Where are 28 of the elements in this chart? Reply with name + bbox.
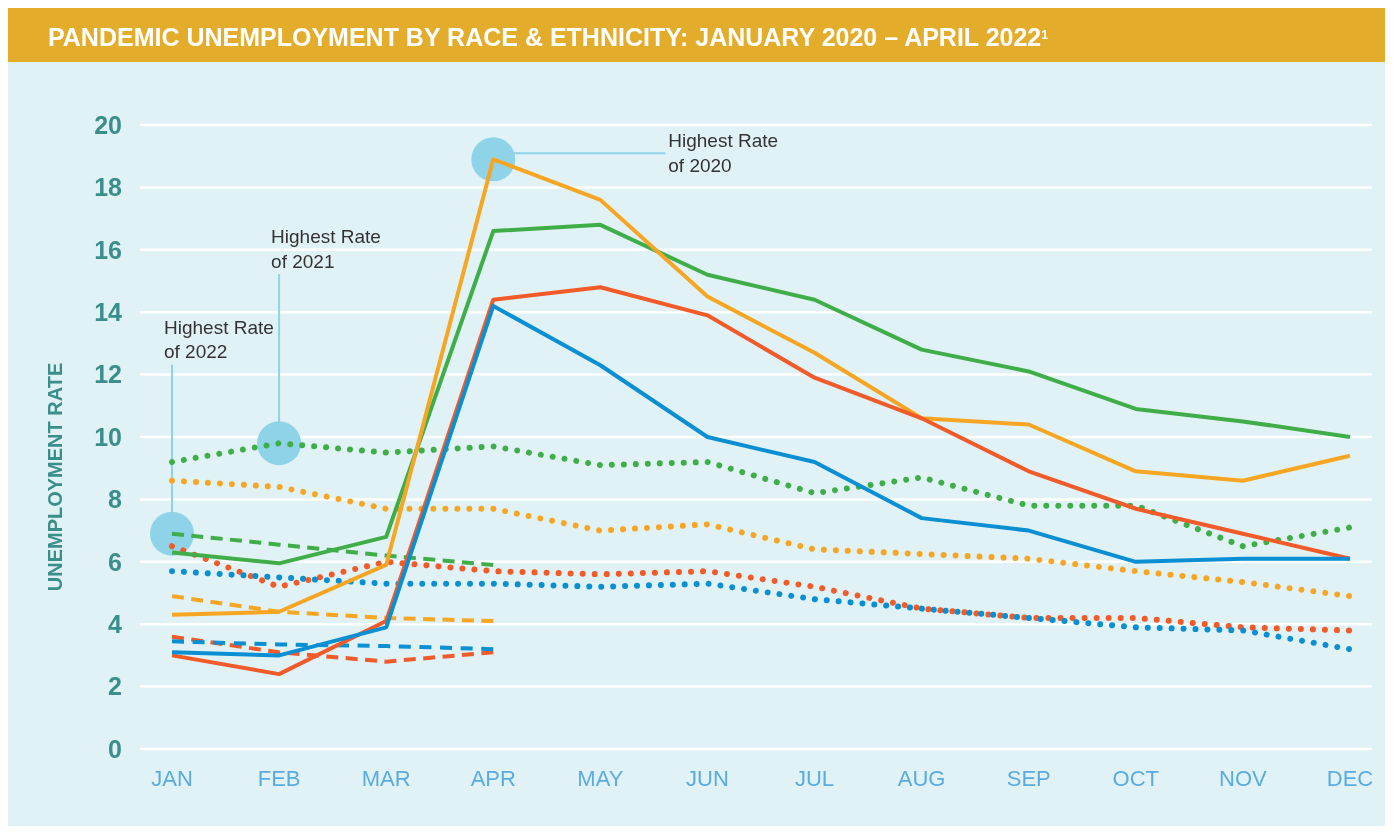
annotation: Highest Rate of 2022 xyxy=(164,316,274,363)
x-tick-label: SEP xyxy=(1006,766,1051,791)
y-tick-label: 2 xyxy=(108,672,122,701)
x-tick-label: FEB xyxy=(257,766,301,791)
x-tick-label: APR xyxy=(470,766,516,791)
y-tick-label: 6 xyxy=(108,547,122,576)
x-tick-label: MAY xyxy=(577,766,624,791)
y-tick-label: 0 xyxy=(108,734,122,763)
y-tick-label: 10 xyxy=(94,422,122,451)
x-tick-label: OCT xyxy=(1112,766,1160,791)
x-tick-label: JUL xyxy=(794,766,835,791)
y-tick-label: 8 xyxy=(108,485,123,514)
x-tick-label: JUN xyxy=(686,766,729,791)
x-tick-label: AUG xyxy=(897,766,946,791)
x-tick-label: JAN xyxy=(151,766,193,791)
x-tick-label: MAR xyxy=(361,766,411,791)
y-tick-label: 4 xyxy=(108,609,123,638)
y-axis-title: UNEMPLOYMENT RATE xyxy=(44,362,66,592)
chart-title: PANDEMIC UNEMPLOYMENT BY RACE & ETHNICITY: JANUARY 2020 – APRIL 2022$^{1}$ xyxy=(48,23,1049,51)
y-tick-label: 16 xyxy=(94,235,122,264)
y-tick-label: 12 xyxy=(94,360,122,389)
y-tick-label: 18 xyxy=(94,173,123,202)
y-tick-label: 20 xyxy=(94,110,122,139)
annotation: Highest Rate of 2020 xyxy=(668,130,779,177)
x-tick-label: DEC xyxy=(1326,766,1374,791)
y-tick-label: 14 xyxy=(94,297,123,326)
annotation: Highest Rate of 2021 xyxy=(271,226,381,272)
x-tick-label: NOV xyxy=(1219,766,1268,791)
